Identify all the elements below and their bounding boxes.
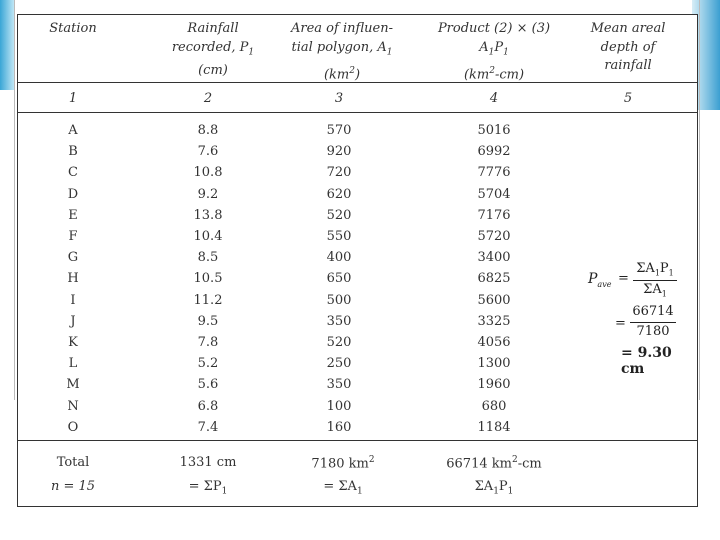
header-mean-depth: Mean areal depth of rainfall <box>590 21 666 73</box>
slide-frame <box>14 0 700 400</box>
area-cell: 100 <box>326 398 352 414</box>
station-cell: L <box>68 356 78 372</box>
rainfall-cell: 7.6 <box>197 144 219 160</box>
area-cell: 720 <box>326 165 352 181</box>
formula-fraction-bar <box>633 280 677 281</box>
product-cell: 7176 <box>477 207 511 223</box>
formula-lhs: Pave <box>588 271 612 289</box>
area-cell: 620 <box>326 186 352 202</box>
area-cell: 520 <box>326 207 352 223</box>
rainfall-cell: 10.4 <box>193 229 223 244</box>
station-cell: A <box>68 123 78 138</box>
col-number-1: 1 <box>68 91 78 106</box>
product-cell: 5704 <box>477 186 511 202</box>
formula-fraction-bar-2 <box>630 322 676 323</box>
station-cell: O <box>67 419 79 435</box>
slide-decoration-left <box>0 0 14 90</box>
total-area-symbol: = ΣA1 <box>323 479 363 497</box>
rainfall-cell: 5.6 <box>197 377 219 393</box>
totals-rule <box>18 440 697 441</box>
rainfall-cell: 8.5 <box>197 250 219 266</box>
area-cell: 650 <box>326 271 352 287</box>
product-cell: 6992 <box>477 144 511 160</box>
product-cell: 4056 <box>477 335 511 350</box>
area-cell: 520 <box>326 335 352 350</box>
column-number-rule <box>18 112 697 113</box>
total-label: Total <box>56 455 90 470</box>
col-number-2: 2 <box>203 91 213 106</box>
area-cell: 350 <box>326 377 352 393</box>
rainfall-cell: 10.5 <box>193 271 223 287</box>
product-cell: 1960 <box>477 377 511 393</box>
product-cell: 1184 <box>477 419 511 435</box>
station-cell: M <box>66 377 80 393</box>
col-number-3: 3 <box>334 91 344 106</box>
area-cell: 550 <box>326 229 352 244</box>
header-rainfall: Rainfall recorded, P1 (cm) <box>171 21 255 78</box>
total-rainfall-symbol: = ΣP1 <box>188 479 228 497</box>
product-cell: 5720 <box>477 229 511 244</box>
station-cell: J <box>70 313 76 329</box>
area-cell: 920 <box>326 144 352 160</box>
rainfall-cell: 6.8 <box>197 398 219 414</box>
rainfall-cell: 7.8 <box>197 335 219 350</box>
station-cell: B <box>68 144 78 160</box>
area-cell: 350 <box>326 313 352 329</box>
station-cell: F <box>68 229 78 244</box>
product-cell: 5016 <box>477 123 511 138</box>
total-product-symbol: ΣA1P1 <box>474 479 514 497</box>
rainfall-cell: 9.2 <box>197 186 219 202</box>
formula-denominator: ΣA1 <box>643 282 667 299</box>
area-cell: 500 <box>326 292 352 308</box>
product-cell: 680 <box>481 398 507 414</box>
product-cell: 7776 <box>477 165 511 181</box>
area-cell: 160 <box>326 419 352 435</box>
rainfall-table: Station Rainfall recorded, P1 (cm) Area … <box>17 14 698 507</box>
formula-numerator-value: 66714 <box>632 304 674 319</box>
col-number-4: 4 <box>489 91 499 106</box>
station-cell: K <box>68 335 78 350</box>
total-area: 7180 km2 <box>311 455 375 472</box>
product-cell: 1300 <box>477 356 511 372</box>
product-cell: 3400 <box>477 250 511 266</box>
total-count: n = 15 <box>50 479 96 494</box>
rainfall-cell: 13.8 <box>193 207 223 223</box>
rainfall-cell: 9.5 <box>197 313 219 329</box>
rainfall-cell: 11.2 <box>193 292 223 308</box>
station-cell: G <box>67 250 79 266</box>
col-number-5: 5 <box>623 91 633 106</box>
total-rainfall: 1331 cm <box>179 455 237 470</box>
station-cell: D <box>67 186 79 202</box>
area-cell: 400 <box>326 250 352 266</box>
rainfall-cell: 7.4 <box>197 419 219 435</box>
station-cell: E <box>68 207 78 223</box>
station-cell: I <box>70 292 76 308</box>
station-cell: C <box>68 165 78 181</box>
station-cell: N <box>67 398 79 414</box>
rainfall-cell: 5.2 <box>197 356 219 372</box>
area-cell: 250 <box>326 356 352 372</box>
product-cell: 5600 <box>477 292 511 308</box>
station-cell: H <box>67 271 79 287</box>
formula-result: = 9.30 cm <box>621 345 672 377</box>
header-area: Area of influen- tial polygon, A1 (km2) <box>291 21 393 82</box>
header-product: Product (2) × (3) A1P1 (km2-cm) <box>437 21 551 82</box>
formula-numerator: ΣA1P1 <box>636 261 674 278</box>
formula-equals-2: = <box>615 316 626 331</box>
formula-equals: = <box>618 271 629 286</box>
rainfall-cell: 10.8 <box>193 165 223 181</box>
formula-denominator-value: 7180 <box>636 324 670 339</box>
product-cell: 6825 <box>477 271 511 287</box>
rainfall-cell: 8.8 <box>197 123 219 138</box>
header-station: Station <box>49 21 97 36</box>
header-rule <box>18 82 697 83</box>
product-cell: 3325 <box>477 313 511 329</box>
total-product: 66714 km2-cm <box>446 455 542 472</box>
area-cell: 570 <box>326 123 352 138</box>
